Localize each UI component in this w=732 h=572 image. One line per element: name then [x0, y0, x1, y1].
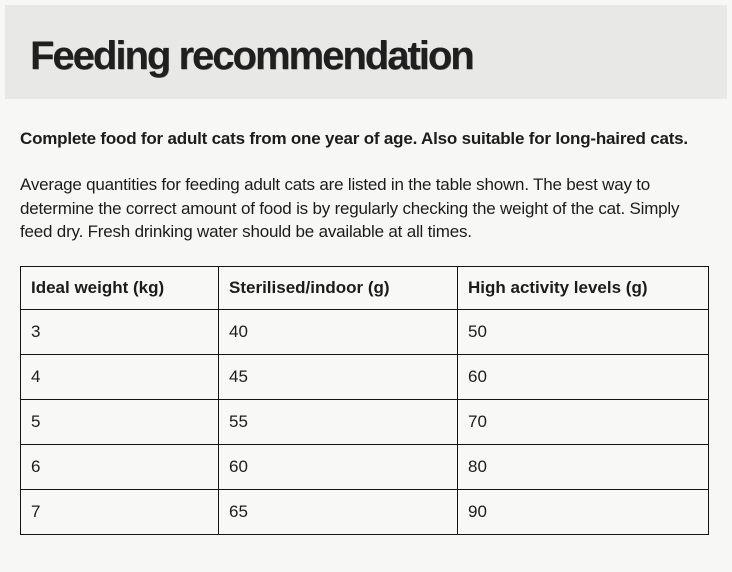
table-cell: 65: [218, 488, 458, 535]
table-cell: 7: [20, 488, 219, 535]
intro-bold-paragraph: Complete food for adult cats from one ye…: [20, 129, 688, 148]
table-header-cell: Sterilised/indoor (g): [218, 265, 458, 310]
table-cell: 55: [218, 398, 458, 445]
feeding-table-body: 3 40 50 4 45 60 5 55 70 6 60 80 7 65 90: [20, 308, 709, 535]
table-cell: 80: [457, 443, 709, 490]
content-area: Complete food for adult cats from one ye…: [0, 127, 732, 535]
table-header-row: Ideal weight (kg) Sterilised/indoor (g) Hi…: [20, 265, 709, 310]
table-cell: 70: [457, 398, 709, 445]
table-row: 3 40 50: [20, 308, 709, 355]
table-cell: 40: [218, 308, 458, 355]
table-cell: 90: [457, 488, 709, 535]
table-row: 5 55 70: [20, 398, 709, 445]
table-header-cell: High activity levels (g): [457, 265, 709, 310]
table-cell: 3: [20, 308, 219, 355]
page-header-band: Feeding recommendation: [5, 5, 727, 99]
intro-paragraph: Average quantities for feeding adult cat…: [20, 175, 680, 241]
table-cell: 5: [20, 398, 219, 445]
table-row: 4 45 60: [20, 353, 709, 400]
table-row: 6 60 80: [20, 443, 709, 490]
table-header-cell: Ideal weight (kg): [20, 265, 219, 310]
table-cell: 60: [457, 353, 709, 400]
table-row: 7 65 90: [20, 488, 709, 535]
table-cell: 60: [218, 443, 458, 490]
table-cell: 45: [218, 353, 458, 400]
table-cell: 50: [457, 308, 709, 355]
page-title: Feeding recommendation: [30, 33, 475, 78]
table-cell: 4: [20, 353, 219, 400]
feeding-table-head: Ideal weight (kg) Sterilised/indoor (g) Hi…: [20, 265, 709, 310]
table-cell: 6: [20, 443, 219, 490]
feeding-table: Ideal weight (kg) Sterilised/indoor (g) Hi…: [20, 265, 709, 535]
page: { "page": { "title": "Feeding recommenda…: [0, 5, 732, 572]
